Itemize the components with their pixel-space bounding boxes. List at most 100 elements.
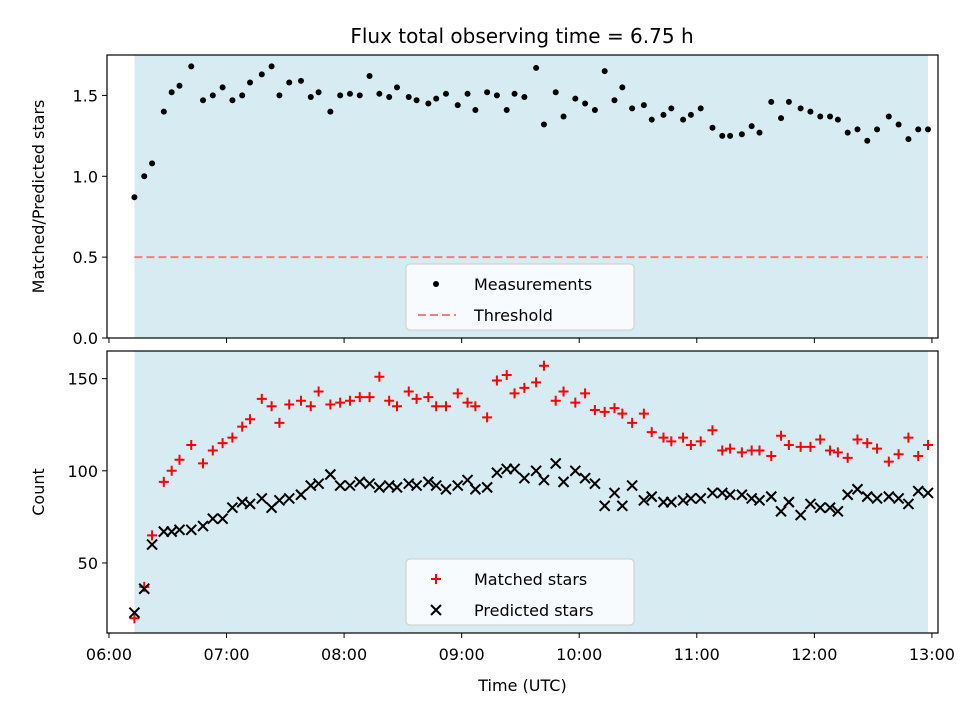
measurement-point (393, 84, 400, 91)
matched-star-point (589, 404, 600, 415)
predicted-star-point (391, 481, 403, 494)
matched-star-point (832, 447, 843, 458)
matched-star-point (344, 395, 355, 406)
matched-star-point (815, 434, 826, 445)
measurement-point (511, 90, 518, 97)
measurement-point (785, 98, 792, 105)
measurement-point (315, 89, 322, 96)
matched-star-point (139, 581, 150, 592)
measurement-point (797, 105, 804, 112)
matched-star-point (658, 432, 669, 443)
matched-star-point (147, 530, 158, 541)
measurement-point (258, 71, 265, 78)
matched-star-point (893, 449, 904, 460)
predicted-star-point (616, 500, 629, 512)
matched-star-point (725, 443, 736, 454)
predicted-star-point (753, 494, 766, 507)
matched-star-point (245, 414, 256, 425)
matched-star-point (783, 440, 794, 450)
matched-star-point (501, 369, 512, 380)
predicted-star-point (832, 505, 844, 518)
predicted-star-point (491, 466, 503, 479)
matched-star-point (313, 386, 324, 397)
predicted-star-point (736, 489, 748, 501)
predicted-star-point (665, 496, 678, 508)
measurement-point (268, 63, 275, 70)
measurement-point (611, 97, 618, 104)
matched-star-point (423, 392, 434, 403)
plot-frame (106, 350, 939, 634)
measurement-point (591, 106, 598, 113)
predicted-star-point (902, 498, 915, 510)
matched-star-point (570, 397, 581, 408)
matched-star-point (795, 441, 806, 452)
predicted-star-point (146, 538, 158, 551)
measurement-point (756, 129, 763, 136)
predicted-star-point (440, 483, 452, 495)
matched-star-point (776, 430, 787, 441)
measurement-point (307, 94, 314, 101)
matched-star-point (842, 452, 853, 463)
matched-star-point (217, 438, 228, 449)
measurement-point (601, 68, 608, 75)
legend-label: Threshold (473, 306, 553, 325)
predicted-star-point (334, 479, 346, 492)
measurement-point (149, 160, 156, 167)
matched-star-point (695, 436, 706, 447)
measurement-point (247, 79, 254, 86)
measurement-point (572, 95, 579, 102)
measurement-point (286, 79, 293, 86)
matched-star-point (354, 392, 365, 403)
y-tick-label: 0.0 (73, 329, 98, 348)
legend: Measurements Threshold (405, 263, 635, 331)
predicted-star-point (775, 505, 787, 518)
matched-star-point (646, 427, 657, 438)
matched-star-point (678, 432, 689, 443)
legend: Matched stars Predicted stars (405, 558, 635, 626)
predicted-star-point (706, 487, 719, 499)
matched-star-point (482, 412, 493, 423)
matched-star-point (872, 443, 883, 454)
y-tick-label: 150 (67, 370, 98, 389)
matched-star-point (717, 445, 728, 456)
predicted-star-point (422, 476, 435, 488)
predicted-star-point (283, 492, 295, 505)
matched-star-point (403, 386, 414, 397)
measurement-point (619, 84, 626, 91)
measurement-point (854, 126, 861, 133)
matched-star-point (186, 440, 197, 450)
measurement-point (748, 123, 755, 130)
legend-marker-matched (431, 574, 441, 584)
matched-star-point (766, 451, 777, 462)
matched-star-point (754, 445, 765, 456)
measurement-point (484, 89, 491, 96)
predicted-star-point (550, 457, 562, 470)
measurement-point (925, 126, 932, 133)
measurement-point (864, 137, 871, 144)
measurement-point (648, 116, 655, 123)
measurement-point (560, 113, 567, 120)
measurement-point (413, 97, 420, 104)
matched-star-point (452, 388, 463, 399)
predicted-star-point (216, 513, 229, 525)
matched-star-point (166, 465, 177, 476)
bottom-panel: 50 100 150 06:00 07:00 08:00 09:00 10:00 11:00 12… (29, 350, 955, 695)
measurement-point (533, 64, 540, 71)
measurement-point (503, 106, 510, 113)
measurement-point (827, 113, 834, 120)
predicted-star-point (724, 489, 736, 501)
measurement-point (540, 121, 547, 128)
matched-star-point (266, 401, 277, 412)
matched-star-point (174, 454, 185, 465)
measurement-point (768, 98, 775, 105)
matched-star-point (198, 458, 209, 469)
x-tick-label: 08:00 (321, 645, 367, 664)
legend-marker-predicted (430, 604, 442, 616)
matched-star-point (862, 438, 873, 449)
matched-star-point (638, 408, 649, 419)
predicted-star-point (518, 472, 531, 484)
x-axis-label: Time (UTC) (477, 676, 566, 695)
predicted-star-point (324, 468, 337, 481)
measurement-point (552, 89, 559, 96)
measurement-point (366, 73, 373, 80)
